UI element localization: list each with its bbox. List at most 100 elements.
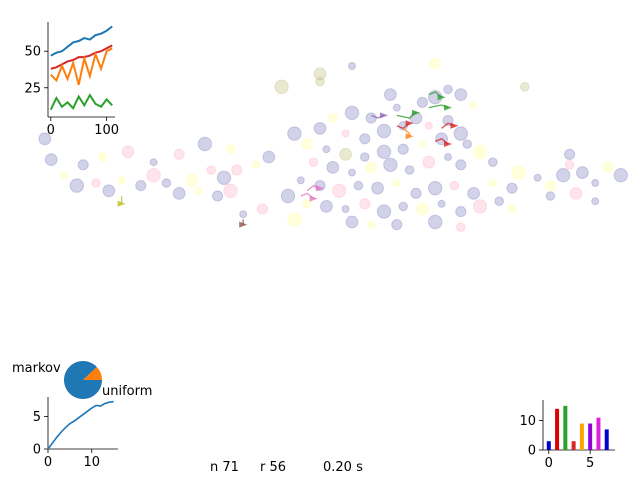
scatter-point xyxy=(344,105,360,121)
bar xyxy=(563,405,568,450)
scatter-point xyxy=(172,187,186,200)
scatter-point xyxy=(398,201,409,212)
scatter-point xyxy=(135,180,147,192)
scatter-point xyxy=(467,187,481,200)
scatter-field-plot xyxy=(38,57,628,232)
scatter-point xyxy=(472,144,488,160)
agent-arrow-marker xyxy=(437,94,446,101)
pie-chart: markov uniform xyxy=(12,361,152,400)
scatter-point xyxy=(556,168,571,183)
y-tick-label: 0 xyxy=(528,444,536,459)
pie-slice xyxy=(83,366,102,380)
scatter-point xyxy=(422,155,436,169)
scatter-point xyxy=(239,210,248,219)
scatter-point xyxy=(274,79,289,95)
scatter-point xyxy=(301,138,313,150)
scatter-point xyxy=(367,220,376,229)
scatter-point xyxy=(280,188,296,204)
scatter-point xyxy=(576,166,589,180)
scatter-point xyxy=(194,186,203,195)
bar xyxy=(546,441,551,450)
agent-arrow-marker xyxy=(117,200,126,207)
x-tick-label: 0 xyxy=(44,455,52,470)
scatter-point xyxy=(77,159,89,171)
scatter-point xyxy=(287,126,302,141)
series-line xyxy=(50,47,113,86)
scatter-point xyxy=(545,191,556,201)
pie-label: markov xyxy=(12,361,61,376)
scatter-point xyxy=(544,180,557,192)
scatter-point xyxy=(428,181,443,196)
x-tick-label: 5 xyxy=(586,456,594,471)
scatter-point xyxy=(416,202,429,216)
scatter-point xyxy=(149,158,158,167)
scatter-point xyxy=(591,179,600,187)
scatter-point xyxy=(322,145,331,154)
y-tick-label: 50 xyxy=(24,45,41,60)
agent-arrow-marker xyxy=(444,104,452,111)
scatter-point xyxy=(488,179,497,187)
bar xyxy=(579,423,584,450)
agent-arrow-marker xyxy=(239,221,248,228)
scatter-point xyxy=(397,143,409,155)
scatter-point xyxy=(371,181,385,195)
scatter-point xyxy=(391,219,403,231)
scatter-point xyxy=(302,199,313,209)
scatter-point xyxy=(359,133,371,145)
scatter-point xyxy=(462,139,473,149)
scatter-point xyxy=(511,165,526,180)
scatter-point xyxy=(449,180,460,191)
scatter-point xyxy=(424,121,433,130)
scatter-point xyxy=(404,165,415,175)
x-tick-label: 10 xyxy=(83,455,100,470)
scatter-point xyxy=(392,179,401,187)
scatter-point xyxy=(91,178,101,188)
scatter-point xyxy=(223,183,238,199)
agent-arrow-marker xyxy=(444,141,452,147)
scatter-point xyxy=(365,161,377,173)
scatter-point xyxy=(416,96,428,109)
scatter-point xyxy=(212,190,224,202)
scatter-point xyxy=(360,152,370,162)
scatter-point xyxy=(456,222,466,232)
scatter-point xyxy=(472,199,488,214)
scatter-point xyxy=(206,165,216,175)
series-line xyxy=(49,93,113,111)
scatter-point xyxy=(256,203,268,215)
series-line xyxy=(50,25,113,57)
status-time-readout: 0.20 s xyxy=(323,460,363,475)
scatter-point xyxy=(252,160,260,169)
scatter-point xyxy=(444,153,452,161)
scatter-point xyxy=(121,145,135,159)
scatter-point xyxy=(69,178,85,193)
scatter-point xyxy=(296,176,305,185)
scatter-point xyxy=(455,159,467,171)
scatter-point xyxy=(488,157,498,167)
scatter-point xyxy=(287,212,302,227)
scatter-point xyxy=(418,140,427,148)
agent-arrow-marker xyxy=(405,120,414,127)
bar xyxy=(571,441,576,450)
bar xyxy=(555,408,560,450)
scatter-point xyxy=(117,176,126,185)
scatter-point xyxy=(326,161,340,174)
agent-arrow-marker xyxy=(450,122,459,129)
bar xyxy=(596,417,601,450)
agent-arrow-marker xyxy=(309,195,318,202)
status-r-readout: r 56 xyxy=(260,460,287,475)
scatter-point xyxy=(494,196,505,206)
scatter-point xyxy=(376,144,392,160)
scatter-point xyxy=(97,152,108,162)
scatter-point xyxy=(437,199,446,208)
scatter-point xyxy=(384,88,397,101)
scatter-point xyxy=(320,200,333,213)
bar xyxy=(604,429,609,450)
x-tick-label: 100 xyxy=(94,123,119,138)
scatter-point xyxy=(60,171,68,180)
agent-arrow-marker xyxy=(405,133,414,140)
scatter-point xyxy=(602,161,614,173)
scatter-point xyxy=(454,88,468,101)
scatter-point xyxy=(348,62,356,70)
scatter-point xyxy=(308,157,319,167)
scatter-point xyxy=(376,204,392,219)
